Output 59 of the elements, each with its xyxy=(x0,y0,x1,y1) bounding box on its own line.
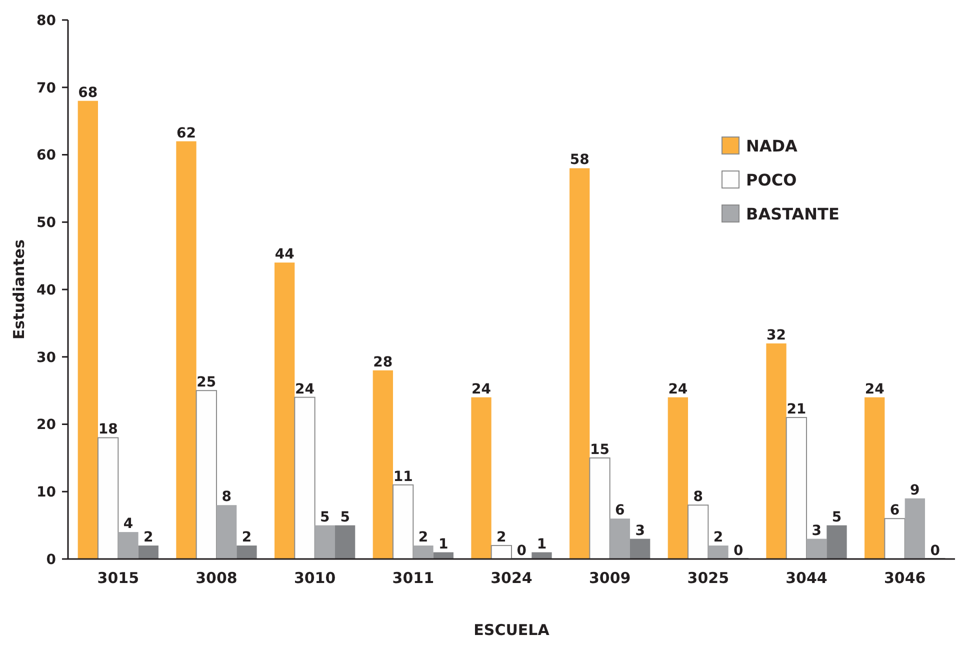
data-label: 2 xyxy=(713,530,724,546)
y-tick-label: 50 xyxy=(36,215,56,232)
data-label: 6 xyxy=(615,502,625,519)
data-label: 2 xyxy=(496,530,506,546)
data-label: 0 xyxy=(930,543,940,559)
data-label: 24 xyxy=(295,381,315,398)
data-label: 1 xyxy=(438,536,448,552)
data-label: 24 xyxy=(668,381,688,398)
data-label: 8 xyxy=(693,489,703,506)
data-label: 5 xyxy=(320,509,330,526)
data-label: 4 xyxy=(123,516,134,532)
x-tick-label: 3015 xyxy=(97,569,140,587)
x-tick-label: 3024 xyxy=(490,569,532,587)
x-tick-label: 3025 xyxy=(687,569,730,587)
x-tick-label: 3044 xyxy=(786,569,828,587)
y-tick-label: 80 xyxy=(36,12,56,29)
data-label: 44 xyxy=(274,246,295,263)
y-tick-label: 30 xyxy=(36,350,56,366)
y-axis-title: Estudiantes xyxy=(10,239,28,340)
x-tick-label: 3011 xyxy=(392,569,434,587)
data-label: 0 xyxy=(516,543,527,559)
data-label: 15 xyxy=(590,442,610,458)
data-label: 6 xyxy=(890,502,900,519)
x-tick-label: 3009 xyxy=(588,569,631,587)
data-label: 68 xyxy=(78,84,98,101)
x-axis-title: ESCUELA xyxy=(474,621,550,639)
x-tick-label: 3046 xyxy=(884,569,926,587)
y-tick-label: 60 xyxy=(36,148,56,164)
data-label: 11 xyxy=(393,468,413,485)
data-label: 1 xyxy=(536,536,547,552)
data-label: 3 xyxy=(635,522,645,539)
data-label: 2 xyxy=(418,530,428,546)
y-tick-label: 0 xyxy=(46,552,56,568)
data-label: 9 xyxy=(910,482,920,498)
data-label: 8 xyxy=(222,489,232,506)
legend-label: POCO xyxy=(746,170,797,190)
data-label: 0 xyxy=(734,543,744,559)
data-label: 25 xyxy=(196,374,216,391)
data-label: 21 xyxy=(786,402,806,418)
y-tick-label: 40 xyxy=(36,282,56,298)
data-label: 24 xyxy=(472,381,492,398)
data-label: 2 xyxy=(144,530,154,546)
y-tick-label: 70 xyxy=(36,80,56,96)
data-label: 28 xyxy=(373,354,393,370)
data-label: 58 xyxy=(570,152,590,168)
data-label: 5 xyxy=(832,509,842,526)
data-label: 3 xyxy=(812,522,822,539)
y-tick-label: 10 xyxy=(36,484,56,501)
data-label: 62 xyxy=(176,125,196,142)
data-label: 2 xyxy=(242,530,252,546)
legend-label: BASTANTE xyxy=(746,204,840,224)
x-tick-label: 3010 xyxy=(294,569,336,587)
x-tick-label: 3008 xyxy=(196,569,238,587)
data-label: 5 xyxy=(340,509,350,526)
data-label: 18 xyxy=(98,422,118,438)
data-label: 24 xyxy=(864,381,885,398)
y-tick-label: 20 xyxy=(36,417,56,434)
data-label: 32 xyxy=(766,327,786,344)
legend-label: NADA xyxy=(746,136,798,156)
